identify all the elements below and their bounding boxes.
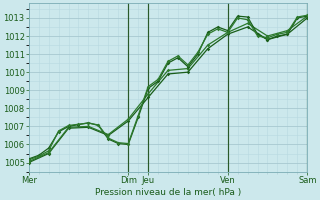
X-axis label: Pression niveau de la mer( hPa ): Pression niveau de la mer( hPa )	[95, 188, 241, 197]
